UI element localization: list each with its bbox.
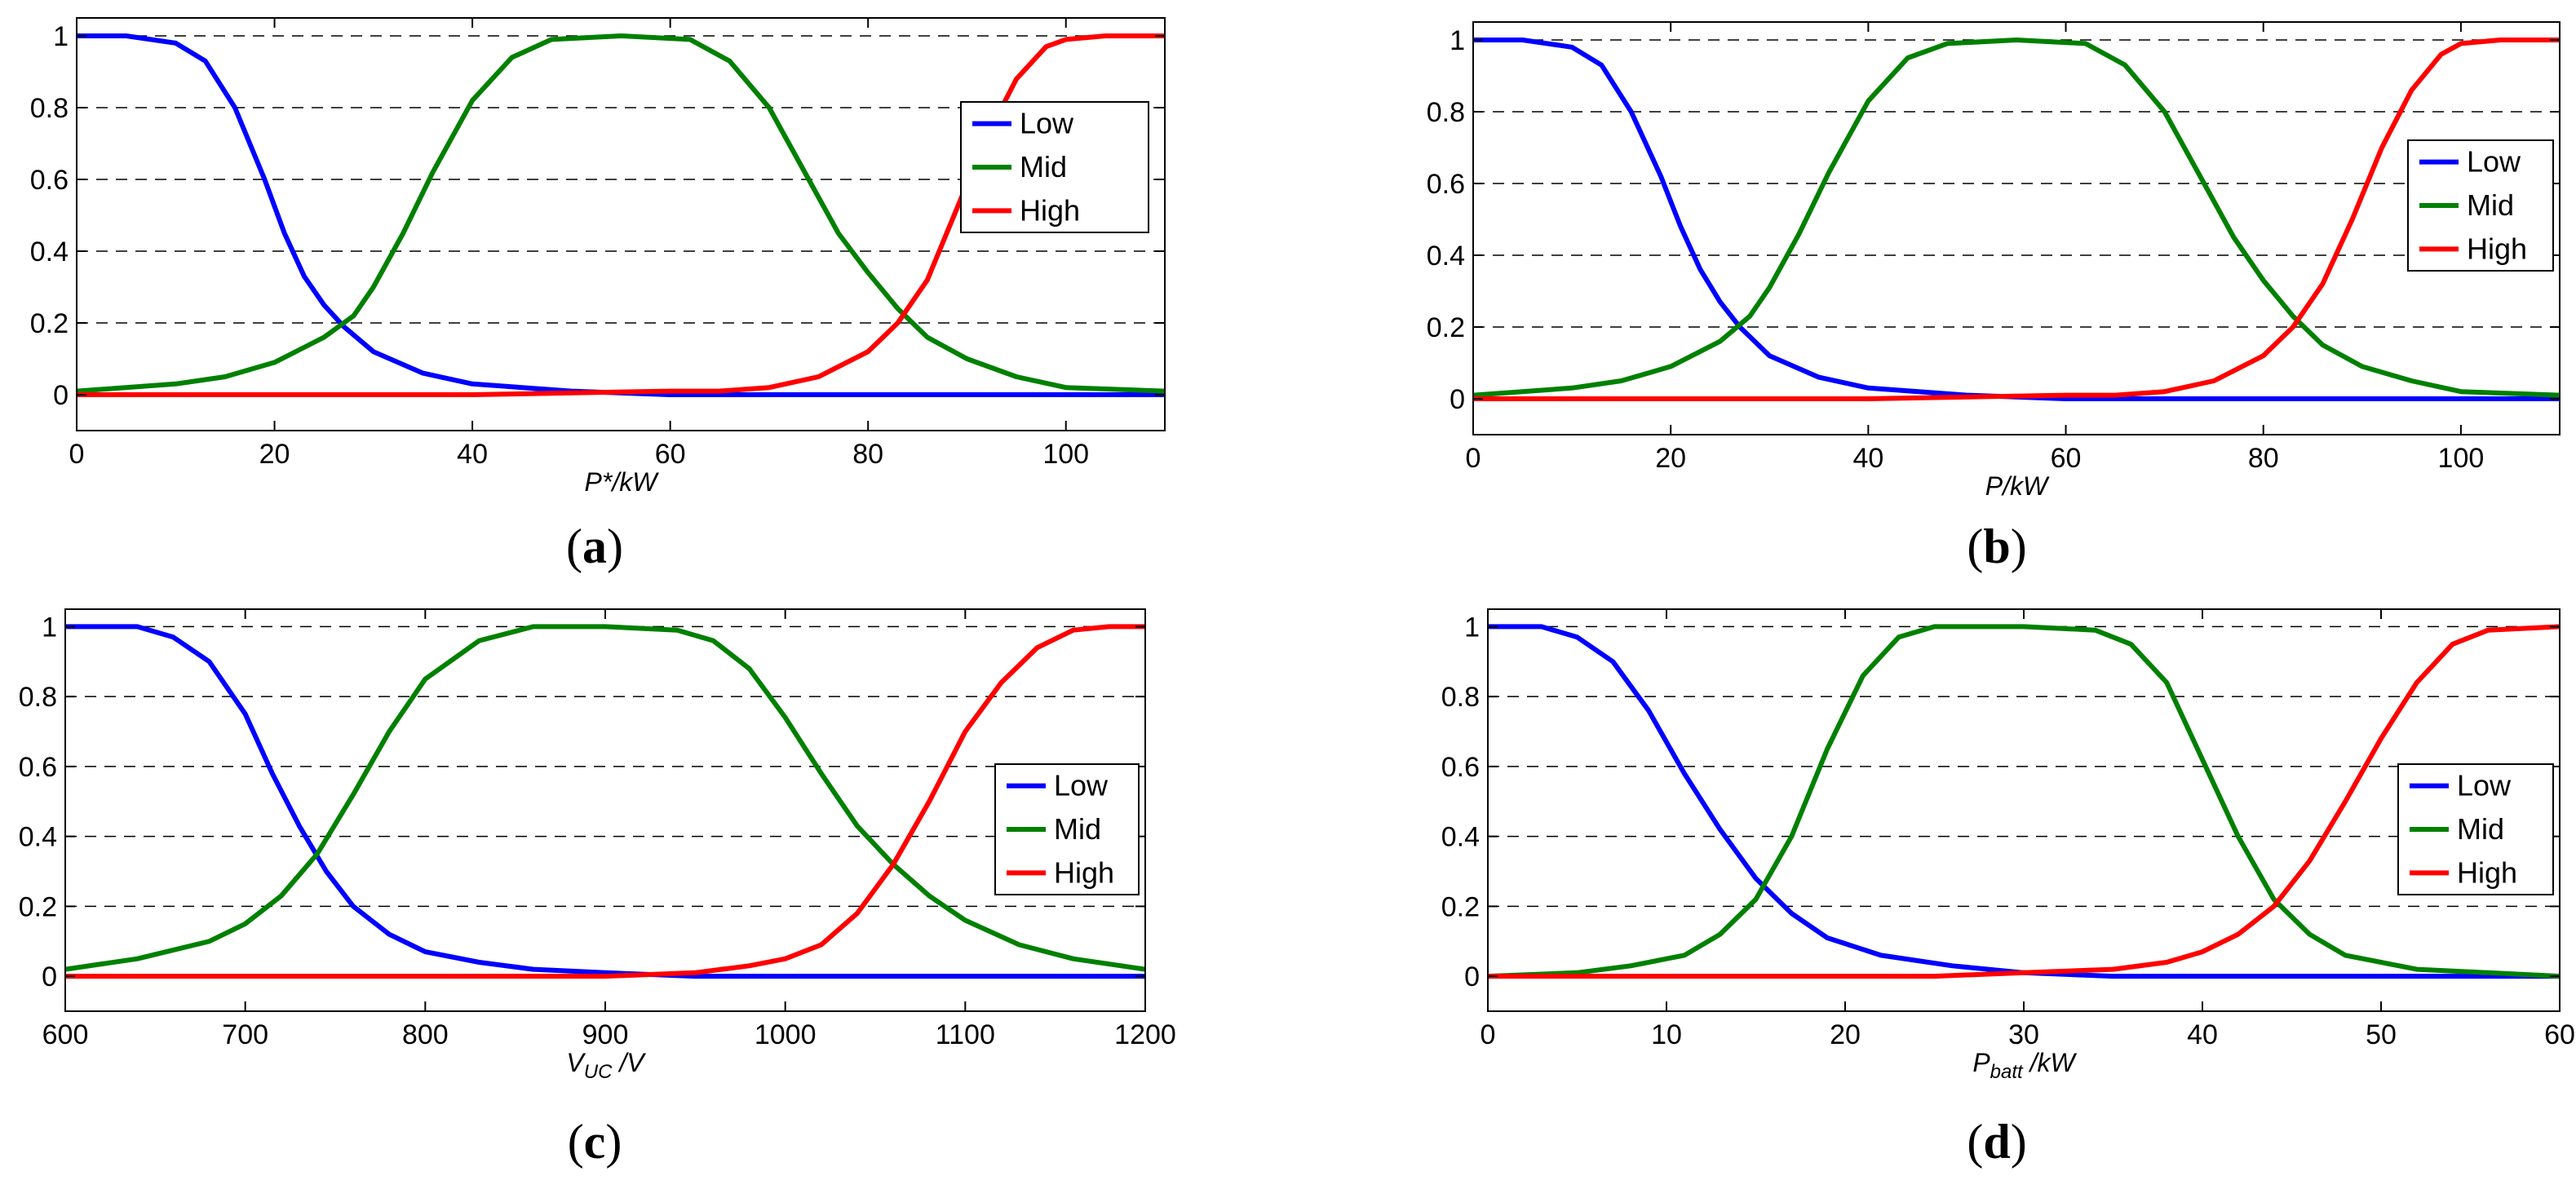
panel-b: 0 20 40 60 80 100 0 0.2 0.4 0.6 0.8 1 P/kW Low Mid High… (1427, 21, 2561, 573)
legend-entry-mid: Mid (2457, 812, 2504, 846)
y-tick-label: 0.6 (1441, 752, 1480, 783)
legend: Low Mid High (960, 101, 1149, 233)
y-tick-label: 0 (1464, 961, 1480, 992)
legend-entry-low: Low (2457, 769, 2512, 802)
x-tick-label: 60 (2051, 443, 2082, 474)
x-tick-label: 20 (1655, 443, 1686, 474)
series-high-line (1488, 624, 2560, 979)
x-tick-label: 60 (655, 439, 686, 470)
series-mid-line (65, 624, 1145, 972)
x-tick-label: 0 (69, 439, 85, 470)
legend-entry-mid: Mid (1054, 812, 1101, 846)
legend: Low Mid High (2397, 763, 2554, 895)
series-high-line (77, 33, 1165, 397)
y-tick-label: 0 (1450, 384, 1465, 415)
panel-caption: (a) (566, 519, 623, 573)
series-mid-line (1488, 624, 2560, 979)
y-tick-label: 0.4 (30, 236, 69, 267)
y-tick-label: 0.8 (1427, 97, 1465, 128)
x-tick-label: 20 (1830, 1019, 1861, 1050)
legend-entry-low: Low (1054, 769, 1109, 802)
x-tick-label: 1100 (936, 1019, 995, 1050)
x-tick-label: 100 (2438, 443, 2485, 474)
y-tick-label: 0.6 (30, 165, 69, 196)
y-tick-label: 0.2 (1441, 891, 1480, 922)
legend: Low Mid High (994, 763, 1140, 895)
y-tick-label: 0.2 (19, 891, 57, 922)
legend-entry-high: High (1020, 193, 1080, 227)
x-axis-label: Pbatt /kW (1972, 1048, 2077, 1083)
y-tick-label: 0.6 (1427, 169, 1465, 200)
x-tick-label: 1000 (755, 1019, 817, 1050)
y-tick-label: 1 (42, 612, 57, 643)
x-tick-label: 10 (1651, 1019, 1682, 1050)
series-low-line (1473, 38, 2560, 401)
y-tick-label: 0.8 (19, 682, 57, 713)
series-mid-line (1473, 38, 2560, 398)
y-tick-label: 0.4 (1427, 241, 1465, 272)
x-tick-label: 800 (402, 1019, 449, 1050)
legend-entry-low: Low (2467, 145, 2521, 179)
panel-d: 0 10 20 30 40 50 60 0 0.2 0.4 0.6 0.8 1 Pbatt /kW Low M… (1441, 608, 2575, 1169)
x-axis-label: P/kW (1985, 471, 2050, 501)
x-tick-label: 40 (2187, 1019, 2218, 1050)
panel-a: 0 20 40 60 80 100 0 0.2 0.4 0.6 0.8 1 P*/kW Low Mid Hig… (30, 17, 1166, 573)
x-tick-label: 0 (1481, 1019, 1496, 1050)
legend-entry-high: High (2457, 855, 2517, 889)
series-low-line (1488, 624, 2560, 979)
legend-entry-high: High (1054, 855, 1114, 889)
panel-c: 600 700 800 900 1000 1100 1200 0 0.2 0.4 0.6 0.8 1 VU… (19, 608, 1176, 1169)
plot-frame (76, 17, 1166, 431)
x-tick-label: 60 (2544, 1019, 2575, 1050)
panel-caption: (b) (1967, 519, 2026, 573)
x-tick-label: 30 (2008, 1019, 2039, 1050)
y-tick-label: 0.4 (1441, 822, 1480, 853)
y-tick-label: 1 (1464, 612, 1480, 643)
y-tick-label: 0.8 (30, 93, 69, 124)
legend-entry-mid: Mid (1020, 150, 1067, 183)
y-tick-label: 0.4 (19, 822, 57, 853)
y-tick-label: 0.6 (19, 752, 57, 783)
y-tick-label: 0.2 (1427, 312, 1465, 343)
series-low-line (65, 624, 1145, 979)
y-tick-label: 0.2 (30, 308, 69, 339)
x-tick-label: 100 (1042, 439, 1089, 470)
x-axis-label: VUC /V (566, 1048, 646, 1083)
y-tick-label: 0 (53, 380, 69, 411)
series-mid-line (77, 33, 1165, 394)
y-tick-label: 1 (1450, 25, 1465, 56)
x-tick-label: 40 (457, 439, 488, 470)
x-tick-label: 1200 (1114, 1019, 1176, 1050)
x-tick-label: 20 (259, 439, 290, 470)
plot-frame (64, 608, 1146, 1012)
series-high-line (1473, 38, 2560, 401)
y-tick-label: 0.8 (1441, 682, 1480, 713)
x-tick-label: 50 (2366, 1019, 2397, 1050)
x-axis-label: P*/kW (585, 467, 660, 497)
legend-entry-mid: Mid (2467, 188, 2514, 222)
x-tick-label: 0 (1466, 443, 1481, 474)
legend-entry-low: Low (1020, 107, 1074, 140)
x-tick-label: 80 (2248, 443, 2279, 474)
legend: Low Mid High (2407, 139, 2554, 272)
x-tick-label: 600 (42, 1019, 89, 1050)
x-tick-label: 700 (222, 1019, 268, 1050)
legend-entry-high: High (2467, 232, 2527, 265)
x-tick-label: 40 (1852, 443, 1883, 474)
x-tick-label: 900 (582, 1019, 629, 1050)
plot-frame (1472, 21, 2561, 435)
panel-caption: (d) (1967, 1115, 2026, 1169)
y-tick-label: 1 (53, 21, 69, 52)
panel-caption: (c) (568, 1115, 622, 1169)
series-high-line (65, 624, 1145, 979)
y-tick-label: 0 (42, 961, 57, 992)
x-tick-label: 80 (852, 439, 883, 470)
